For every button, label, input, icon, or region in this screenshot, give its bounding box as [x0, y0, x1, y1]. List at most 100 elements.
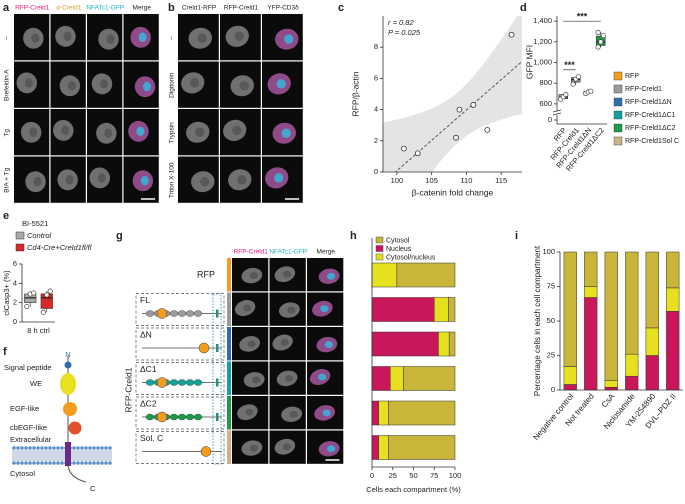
legend-label: RFP-Creld1ΔC2 [625, 125, 676, 132]
tm-domain [216, 378, 219, 387]
bar-segment [584, 297, 598, 391]
nucleus [140, 175, 149, 186]
data-point [400, 145, 407, 152]
panel-label: c [338, 2, 344, 14]
lipid [72, 446, 76, 450]
panel-label: a [3, 2, 10, 14]
nucleus [99, 79, 108, 89]
nucleus [33, 176, 42, 187]
domain [169, 413, 179, 421]
x-tick-label: CsA [600, 391, 617, 409]
bar-segment [388, 400, 456, 426]
data-point [31, 290, 37, 296]
y-tick-label: 2 [374, 136, 378, 145]
lipid [52, 461, 56, 465]
bar-segment [371, 400, 379, 426]
lipid [12, 446, 16, 450]
rfp-domain [198, 342, 210, 354]
domain [185, 310, 195, 317]
bar-segment [378, 435, 389, 460]
bar-segment [403, 366, 456, 391]
nucleus [289, 410, 298, 418]
lipid [84, 461, 88, 465]
legend-swatch [613, 97, 623, 107]
lipid [48, 446, 52, 450]
bar-segment [645, 355, 659, 391]
fit-line [394, 61, 522, 172]
x-tick-label: 75 [430, 471, 438, 480]
domain [145, 310, 155, 317]
data-point [600, 33, 606, 39]
stat-annotation: r = 0.82 [388, 18, 414, 27]
bar-segment [666, 287, 680, 312]
nucleus [63, 31, 72, 42]
nucleus [232, 125, 242, 136]
nucleus [243, 304, 252, 312]
y-tick-label: 6 [374, 73, 378, 82]
nucleus [281, 128, 291, 138]
legend-swatch [375, 253, 384, 261]
legend-swatch [15, 231, 25, 240]
nucleus [282, 443, 291, 451]
bar-segment [604, 251, 618, 381]
protein-label: Extracellular [10, 435, 52, 444]
lipid [40, 446, 44, 450]
legend-swatch [375, 245, 384, 252]
lipid [100, 461, 104, 465]
nucleus [324, 341, 333, 349]
stat-annotation: P = 0.025 [388, 28, 421, 37]
nucleus [276, 79, 286, 89]
legend-swatch [613, 71, 623, 81]
protein-label: N [65, 350, 70, 359]
column-header: α-Creld1 [56, 5, 81, 12]
bar-segment [584, 251, 598, 287]
y-tick-label: 4 [374, 105, 378, 114]
data-point [570, 81, 576, 87]
column-header: NFATc1-GFP [269, 249, 307, 256]
bar-segment [388, 435, 456, 460]
lipid [52, 446, 56, 450]
legend-swatch [613, 110, 623, 120]
lipid [96, 446, 100, 450]
tm-domain [216, 413, 219, 421]
lipid [28, 461, 32, 465]
nucleus [245, 408, 254, 416]
column-header: RFP-Creld1 [15, 5, 50, 12]
row-label: Brefeldin A [4, 69, 11, 101]
data-point [44, 292, 50, 298]
x-tick-label: 105 [425, 176, 438, 185]
lipid [44, 461, 48, 465]
confidence-band [383, 16, 522, 172]
x-tick-label: 25 [389, 471, 397, 480]
nucleus [249, 444, 258, 452]
x-tick-label: 100 [391, 176, 404, 185]
lipid [80, 461, 84, 465]
bar-segment [563, 384, 577, 391]
lipid [28, 446, 32, 450]
lipid [40, 461, 44, 465]
rfp-domain [156, 411, 168, 423]
data-point [24, 303, 30, 310]
domain [185, 413, 195, 421]
legend-label: RFP-Creld1ΔC1 [625, 112, 676, 119]
y-tick-label: 75 [547, 281, 555, 290]
data-point [508, 31, 515, 38]
protein-label: cbEGF-like [10, 423, 47, 432]
panel-label: f [3, 346, 7, 358]
lipid [108, 461, 112, 465]
bar-segment [371, 366, 391, 391]
lipid [88, 461, 92, 465]
significance-label: *** [577, 12, 588, 22]
y-tick-label: 8 [374, 42, 378, 51]
bar-segment [371, 331, 439, 357]
x-axis-label: β-catenin fold change [412, 187, 494, 197]
data-point [575, 74, 581, 80]
data-point [595, 44, 601, 50]
nucleus [143, 81, 152, 92]
domain [177, 310, 187, 317]
lipid [32, 461, 36, 465]
lipid [56, 446, 60, 450]
row-color-strip [227, 258, 231, 292]
x-tick-label: 8 h ctrl [27, 326, 50, 335]
lipid [76, 446, 80, 450]
